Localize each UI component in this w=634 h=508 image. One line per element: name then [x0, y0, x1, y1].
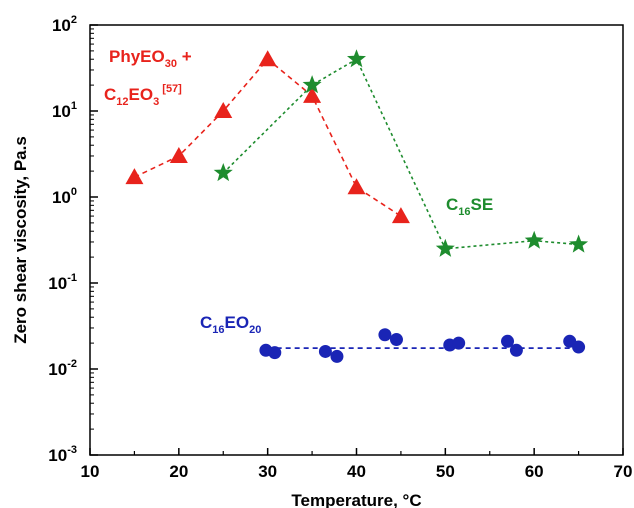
y-tick-exponent: 0 — [71, 186, 77, 198]
phyeo30-c12eo3-57-label-line: PhyEO30 + — [109, 47, 192, 70]
c16se-label-line: C16SE — [446, 195, 493, 218]
c16eo20-point — [268, 346, 282, 360]
x-axis: 10 20 30 40 50 60 70 — [81, 448, 633, 481]
label-segment: 12 — [116, 96, 128, 108]
x-axis-title: Temperature, °C — [291, 491, 421, 508]
label-segment: [57] — [159, 83, 182, 95]
y-tick-exponent: 1 — [71, 100, 77, 112]
c16eo20-point — [330, 349, 344, 363]
y-tick-base: 10 — [48, 274, 67, 293]
phyeo30-c12eo3-57-label-line: C12EO3 [57] — [104, 83, 182, 108]
c16eo20-point — [572, 340, 586, 354]
label-segment: PhyEO — [109, 47, 165, 66]
phyeo30-c12eo3-57-point — [347, 178, 366, 195]
label-segment: C — [446, 195, 458, 214]
y-tick-label: 101 — [52, 100, 77, 121]
x-tick-label: 10 — [81, 462, 100, 481]
phyeo30-c12eo3-57-point — [258, 50, 277, 67]
y-tick-base: 10 — [48, 360, 67, 379]
x-tick-label: 20 — [169, 462, 188, 481]
c16eo20-point — [501, 334, 515, 348]
x-tick-label: 30 — [258, 462, 277, 481]
label-segment: SE — [471, 195, 494, 214]
y-tick-exponent: -1 — [67, 272, 77, 284]
label-segment: EO — [129, 85, 154, 104]
label-segment: 16 — [458, 206, 470, 218]
label-segment: 30 — [165, 58, 177, 70]
c16se-point — [347, 49, 366, 68]
x-tick-label: 50 — [436, 462, 455, 481]
x-tick-label: 60 — [525, 462, 544, 481]
phyeo30-c12eo3-57-point — [125, 168, 144, 185]
c16se-point — [213, 163, 233, 182]
y-tick-label: 10-3 — [48, 444, 77, 465]
label-segment: C — [104, 85, 116, 104]
y-tick-label: 102 — [52, 14, 77, 35]
phyeo30-c12eo3-57-point — [214, 102, 233, 118]
c16eo20-point — [509, 343, 523, 357]
phyeo30-c12eo3-57-point — [169, 146, 188, 163]
c16se-point — [524, 230, 544, 249]
label-segment: 16 — [212, 324, 224, 336]
y-tick-base: 10 — [52, 102, 71, 121]
x-tick-label: 40 — [347, 462, 366, 481]
y-tick-exponent: -3 — [67, 444, 77, 456]
c16se-point — [435, 238, 455, 257]
y-tick-base: 10 — [48, 446, 67, 465]
label-segment: C — [200, 313, 212, 332]
c16eo20-point — [318, 344, 332, 358]
y-axis-title: Zero shear viscosity, Pa.s — [11, 136, 30, 344]
y-tick-base: 10 — [52, 188, 71, 207]
y-tick-label: 100 — [52, 186, 77, 207]
x-tick-label: 70 — [614, 462, 633, 481]
y-tick-label: 10-2 — [48, 358, 77, 379]
label-segment: 20 — [249, 324, 261, 336]
y-tick-exponent: 2 — [71, 14, 77, 26]
series-markers-layer — [125, 49, 589, 363]
label-segment: 3 — [153, 96, 159, 108]
series-lines-layer — [134, 58, 579, 250]
c16se-point — [569, 234, 589, 253]
c16se-series-line — [222, 58, 579, 250]
y-tick-label: 10-1 — [48, 272, 77, 293]
label-segment: + — [177, 47, 192, 66]
c16eo20-point — [452, 336, 466, 350]
phyeo30-c12eo3-57-point — [303, 86, 322, 103]
c16eo20-label-line: C16EO20 — [200, 313, 261, 336]
label-segment: EO — [225, 313, 250, 332]
y-tick-exponent: -2 — [67, 358, 77, 370]
c16eo20-point — [378, 328, 392, 342]
phyeo30-c12eo3-57-point — [391, 207, 410, 224]
y-tick-base: 10 — [52, 16, 71, 35]
c16eo20-point — [389, 333, 403, 347]
c16se-point — [302, 75, 322, 94]
